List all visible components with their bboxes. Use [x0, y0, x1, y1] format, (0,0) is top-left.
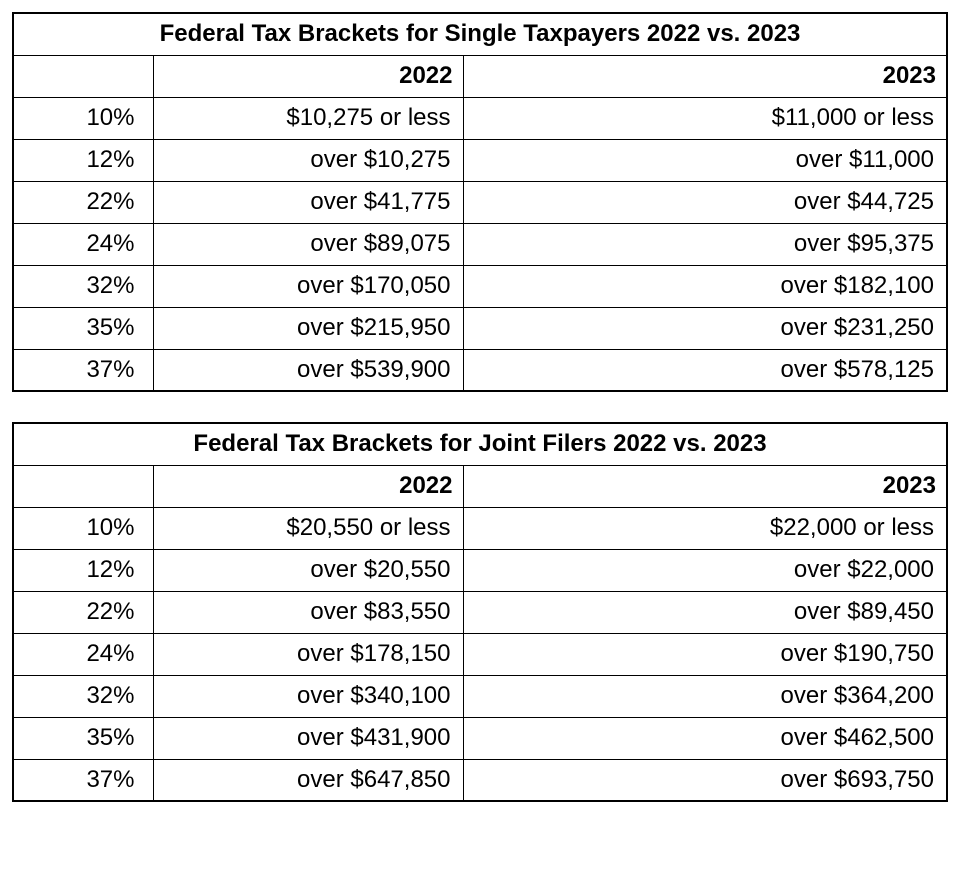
cell-2022: over $10,275 — [153, 139, 463, 181]
table-row: 10% $10,275 or less $11,000 or less — [13, 97, 947, 139]
table-row: 22% over $83,550 over $89,450 — [13, 591, 947, 633]
col-header-2023: 2023 — [463, 55, 947, 97]
cell-2022: over $170,050 — [153, 265, 463, 307]
cell-2023: over $364,200 — [463, 675, 947, 717]
table-spacer — [12, 392, 948, 422]
table-title-row: Federal Tax Brackets for Joint Filers 20… — [13, 423, 947, 465]
cell-2022: over $215,950 — [153, 307, 463, 349]
table-row: 22% over $41,775 over $44,725 — [13, 181, 947, 223]
cell-rate: 22% — [13, 591, 153, 633]
cell-2022: over $539,900 — [153, 349, 463, 391]
cell-2023: over $95,375 — [463, 223, 947, 265]
table-title: Federal Tax Brackets for Single Taxpayer… — [13, 13, 947, 55]
table-row: 12% over $20,550 over $22,000 — [13, 549, 947, 591]
cell-rate: 37% — [13, 759, 153, 801]
cell-2023: over $462,500 — [463, 717, 947, 759]
table-title-row: Federal Tax Brackets for Single Taxpayer… — [13, 13, 947, 55]
cell-2023: over $693,750 — [463, 759, 947, 801]
cell-2023: over $89,450 — [463, 591, 947, 633]
table-header-row: 2022 2023 — [13, 465, 947, 507]
cell-rate: 12% — [13, 549, 153, 591]
table-row: 32% over $170,050 over $182,100 — [13, 265, 947, 307]
col-header-2022: 2022 — [153, 55, 463, 97]
table-row: 10% $20,550 or less $22,000 or less — [13, 507, 947, 549]
cell-2022: over $340,100 — [153, 675, 463, 717]
cell-2022: over $20,550 — [153, 549, 463, 591]
cell-2022: $10,275 or less — [153, 97, 463, 139]
cell-2022: over $178,150 — [153, 633, 463, 675]
col-header-rate — [13, 55, 153, 97]
cell-rate: 24% — [13, 223, 153, 265]
cell-rate: 10% — [13, 507, 153, 549]
cell-2023: over $22,000 — [463, 549, 947, 591]
table-header-row: 2022 2023 — [13, 55, 947, 97]
cell-2022: over $89,075 — [153, 223, 463, 265]
col-header-rate — [13, 465, 153, 507]
table-row: 24% over $89,075 over $95,375 — [13, 223, 947, 265]
cell-rate: 32% — [13, 675, 153, 717]
cell-2023: over $578,125 — [463, 349, 947, 391]
cell-rate: 37% — [13, 349, 153, 391]
cell-2023: over $11,000 — [463, 139, 947, 181]
cell-2023: over $44,725 — [463, 181, 947, 223]
cell-2022: $20,550 or less — [153, 507, 463, 549]
table-row: 32% over $340,100 over $364,200 — [13, 675, 947, 717]
cell-2022: over $41,775 — [153, 181, 463, 223]
tax-bracket-table-joint: Federal Tax Brackets for Joint Filers 20… — [12, 422, 948, 802]
cell-rate: 24% — [13, 633, 153, 675]
cell-2023: over $190,750 — [463, 633, 947, 675]
cell-2023: over $231,250 — [463, 307, 947, 349]
table-row: 37% over $647,850 over $693,750 — [13, 759, 947, 801]
cell-rate: 22% — [13, 181, 153, 223]
cell-2022: over $83,550 — [153, 591, 463, 633]
col-header-2023: 2023 — [463, 465, 947, 507]
cell-2022: over $431,900 — [153, 717, 463, 759]
cell-rate: 10% — [13, 97, 153, 139]
tax-bracket-table-single: Federal Tax Brackets for Single Taxpayer… — [12, 12, 948, 392]
table-row: 35% over $431,900 over $462,500 — [13, 717, 947, 759]
col-header-2022: 2022 — [153, 465, 463, 507]
cell-rate: 35% — [13, 717, 153, 759]
cell-2023: $22,000 or less — [463, 507, 947, 549]
table-row: 35% over $215,950 over $231,250 — [13, 307, 947, 349]
table-row: 24% over $178,150 over $190,750 — [13, 633, 947, 675]
cell-rate: 32% — [13, 265, 153, 307]
table-row: 12% over $10,275 over $11,000 — [13, 139, 947, 181]
table-row: 37% over $539,900 over $578,125 — [13, 349, 947, 391]
cell-2022: over $647,850 — [153, 759, 463, 801]
table-title: Federal Tax Brackets for Joint Filers 20… — [13, 423, 947, 465]
cell-2023: $11,000 or less — [463, 97, 947, 139]
cell-rate: 12% — [13, 139, 153, 181]
cell-rate: 35% — [13, 307, 153, 349]
cell-2023: over $182,100 — [463, 265, 947, 307]
